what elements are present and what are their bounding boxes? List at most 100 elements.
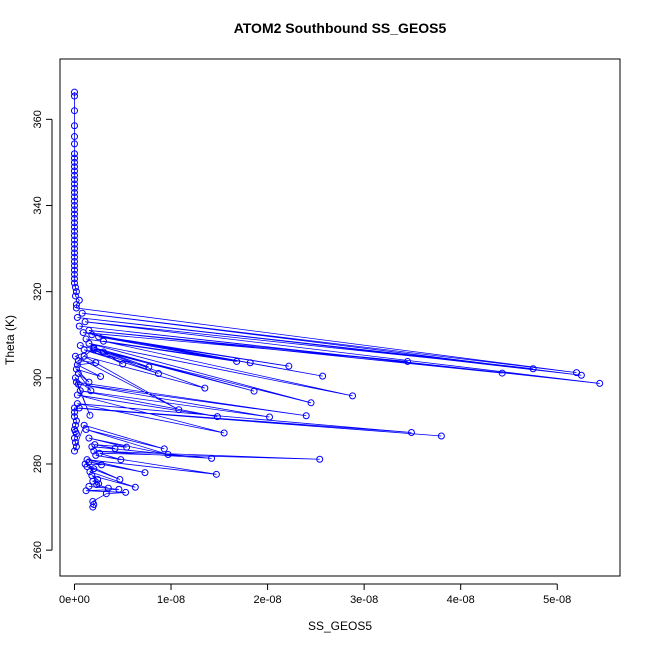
- data-series: [70, 88, 604, 511]
- data-point: [250, 387, 258, 395]
- data-point: [220, 429, 228, 437]
- data-point: [208, 454, 216, 462]
- data-point: [82, 487, 90, 495]
- data-point: [70, 150, 78, 158]
- data-point: [70, 133, 78, 141]
- data-point: [85, 434, 93, 442]
- data-point: [96, 449, 104, 457]
- data-point: [404, 357, 412, 365]
- data-point: [71, 292, 79, 300]
- data-point: [119, 360, 127, 368]
- data-point: [596, 379, 604, 387]
- data-point: [70, 270, 78, 278]
- x-tick-label: 3e-08: [350, 594, 378, 606]
- data-point: [70, 240, 78, 248]
- data-point: [75, 322, 83, 330]
- data-point: [90, 447, 98, 455]
- data-point: [85, 458, 93, 466]
- plot-frame: [59, 58, 621, 577]
- data-point: [302, 412, 310, 420]
- data-point: [246, 359, 254, 367]
- data-point: [70, 167, 78, 175]
- x-tick-label: 0e+00: [59, 594, 90, 606]
- data-point: [145, 363, 153, 371]
- data-point: [115, 485, 123, 493]
- x-axis: 0e+00 1e-08 2e-08 3e-08 4e-08 5e-08: [59, 583, 571, 606]
- data-point: [577, 371, 585, 379]
- data-point: [92, 359, 100, 367]
- data-point: [70, 253, 78, 261]
- series-line: [74, 92, 600, 508]
- y-axis: 260 280 300 320 340 360: [32, 110, 53, 559]
- data-point: [70, 210, 78, 218]
- data-point: [70, 413, 78, 421]
- data-point: [266, 413, 274, 421]
- data-point: [70, 107, 78, 115]
- data-point: [89, 503, 97, 511]
- y-tick-label: 360: [32, 110, 44, 128]
- data-point: [70, 206, 78, 214]
- data-point: [70, 122, 78, 130]
- data-point: [70, 223, 78, 231]
- data-point: [88, 331, 96, 339]
- data-point: [70, 404, 78, 412]
- data-point: [70, 214, 78, 222]
- data-point: [70, 176, 78, 184]
- data-point: [70, 232, 78, 240]
- data-point: [70, 154, 78, 162]
- data-point: [319, 372, 327, 380]
- data-point: [71, 283, 79, 291]
- data-point: [70, 184, 78, 192]
- data-point: [72, 365, 80, 373]
- data-point: [70, 193, 78, 201]
- data-point: [86, 468, 94, 476]
- data-point: [97, 373, 105, 381]
- y-tick-label: 320: [32, 282, 44, 300]
- data-point: [99, 348, 107, 356]
- data-point: [160, 445, 168, 453]
- data-point: [99, 337, 107, 345]
- data-point: [85, 339, 93, 347]
- data-point: [70, 236, 78, 244]
- data-point: [201, 384, 209, 392]
- data-point: [70, 180, 78, 188]
- data-point: [437, 432, 445, 440]
- data-point: [70, 219, 78, 227]
- data-point: [72, 417, 80, 425]
- data-point: [89, 477, 97, 485]
- data-point: [498, 369, 506, 377]
- data-point: [70, 408, 78, 416]
- x-tick-label: 2e-08: [254, 594, 282, 606]
- data-point: [76, 342, 84, 350]
- y-tick-label: 300: [32, 369, 44, 387]
- data-point: [154, 370, 162, 378]
- data-point: [72, 288, 80, 296]
- data-point: [529, 365, 537, 373]
- data-point: [316, 455, 324, 463]
- data-point: [83, 463, 91, 471]
- data-point: [70, 92, 78, 100]
- data-point: [73, 391, 81, 399]
- data-point: [70, 279, 78, 287]
- data-point: [93, 481, 101, 489]
- data-point: [349, 392, 357, 400]
- data-point: [74, 380, 82, 388]
- data-point: [85, 378, 93, 386]
- data-point: [233, 357, 241, 365]
- data-point: [116, 475, 124, 483]
- data-point: [70, 201, 78, 209]
- data-point: [212, 470, 220, 478]
- data-point: [70, 266, 78, 274]
- data-point: [70, 163, 78, 171]
- data-point: [131, 483, 139, 491]
- data-point: [75, 404, 83, 412]
- data-point: [79, 329, 87, 337]
- data-point: [80, 352, 88, 360]
- data-point: [141, 469, 149, 477]
- data-point: [123, 443, 131, 451]
- data-point: [70, 275, 78, 283]
- data-point: [92, 451, 100, 459]
- data-point: [74, 357, 82, 365]
- data-point: [70, 447, 78, 455]
